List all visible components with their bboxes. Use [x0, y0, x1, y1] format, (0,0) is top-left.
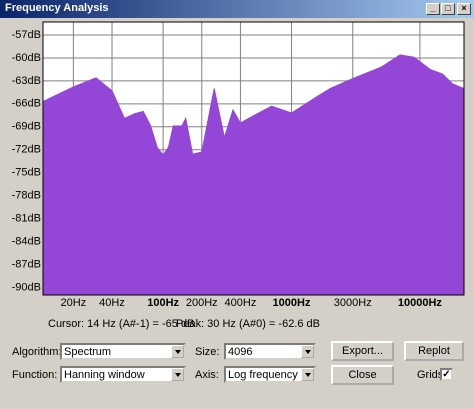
x-tick-label: 1000Hz [273, 297, 311, 309]
y-tick-label: -84dB [12, 235, 41, 247]
minimize-button[interactable]: _ [426, 3, 440, 15]
y-tick-label: -66dB [12, 98, 41, 110]
algorithm-select[interactable]: Spectrum [60, 343, 186, 360]
algorithm-value: Spectrum [64, 346, 112, 358]
export-button[interactable]: Export... [331, 341, 394, 361]
y-tick-label: -69dB [12, 121, 41, 133]
maximize-button[interactable]: □ [441, 3, 455, 15]
y-tick-label: -75dB [12, 167, 41, 179]
size-value: 4096 [228, 346, 253, 358]
x-tick-label: 400Hz [225, 297, 257, 309]
y-tick-label: -60dB [12, 52, 41, 64]
axis-select[interactable]: Log frequency [224, 366, 316, 383]
size-label: Size: [195, 346, 220, 358]
grids-label: Grids [417, 369, 444, 381]
function-value: Hanning window [64, 369, 145, 381]
y-tick-label: -63dB [12, 75, 41, 87]
y-tick-label: -81dB [12, 212, 41, 224]
function-label: Function: [12, 369, 58, 381]
replot-button[interactable]: Replot [404, 341, 464, 361]
x-tick-label: 40Hz [99, 297, 125, 309]
x-tick-label: 200Hz [186, 297, 218, 309]
y-tick-label: -87dB [12, 258, 41, 270]
peak-readout: Peak: 30 Hz (A#0) = -62.6 dB [176, 318, 320, 330]
spectrum-area [42, 54, 465, 296]
x-tick-label: 10000Hz [398, 297, 443, 309]
algorithm-label: Algorithm: [12, 346, 62, 358]
x-tick-label: 100Hz [147, 297, 179, 309]
grids-checkbox[interactable]: ✓ [440, 368, 453, 381]
title-bar: Frequency Analysis _ □ × [0, 0, 474, 18]
function-select[interactable]: Hanning window [60, 366, 186, 383]
y-tick-label: -90dB [12, 281, 41, 293]
x-tick-label: 3000Hz [334, 297, 372, 309]
cursor-readout: Cursor: 14 Hz (A#-1) = -65 dB [48, 318, 195, 330]
y-tick-label: -78dB [12, 189, 41, 201]
y-tick-label: -57dB [12, 29, 41, 41]
close-window-button[interactable]: × [457, 3, 471, 15]
x-tick-label: 20Hz [61, 297, 87, 309]
axis-label: Axis: [195, 369, 219, 381]
chart: -57dB -60dB -63dB -66dB -69dB -72dB -75dB -78dB… [12, 21, 465, 309]
axis-value: Log frequency [228, 369, 298, 381]
size-select[interactable]: 4096 [224, 343, 316, 360]
close-button[interactable]: Close [331, 365, 394, 385]
y-tick-label: -72dB [12, 144, 41, 156]
window-title: Frequency Analysis [5, 2, 109, 14]
plot-frame [42, 21, 465, 296]
